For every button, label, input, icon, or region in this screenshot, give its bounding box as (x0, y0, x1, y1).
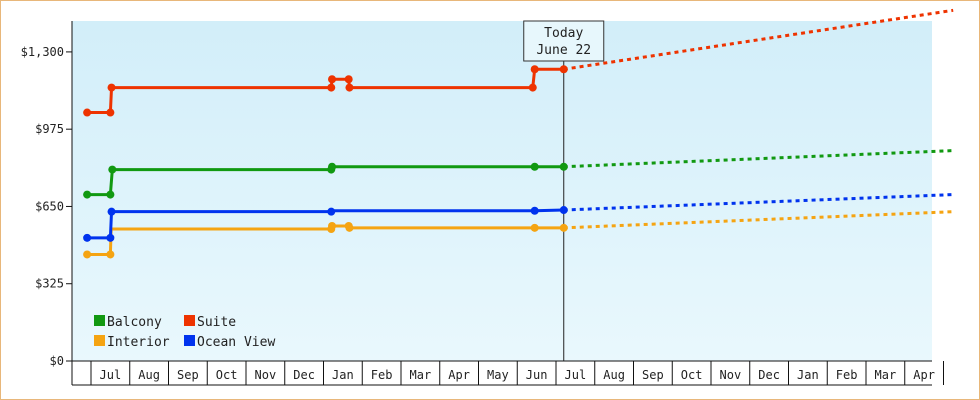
data-point-ocean-view (83, 233, 92, 242)
data-point-suite (83, 108, 92, 117)
x-tick-label: Jun (526, 368, 548, 382)
x-tick-label: Sep (642, 368, 664, 382)
legend: Balcony Suite Interior Ocean View (94, 315, 275, 350)
x-tick-label: Sep (177, 368, 199, 382)
data-point-suite (530, 65, 539, 74)
x-tick-label: Nov (255, 368, 277, 382)
data-point-interior (559, 223, 568, 232)
legend-label-balcony: Balcony (107, 315, 162, 330)
x-tick-label: Jul (565, 368, 587, 382)
data-point-interior (328, 221, 337, 230)
forecast-line-suite (563, 8, 954, 71)
legend-label-suite: Suite (197, 315, 236, 330)
y-tick-label: $0 (50, 354, 64, 368)
forecast-line-interior (563, 210, 954, 230)
data-point-ocean-view (530, 206, 539, 215)
data-point-ocean-view (327, 207, 336, 216)
legend-swatch-ocean-view (184, 335, 195, 346)
series-suite (83, 8, 954, 117)
today-label: Today (544, 26, 583, 41)
x-tick-label: Nov (720, 368, 742, 382)
y-tick-label: $1,300 (21, 45, 64, 59)
x-tick-label: Jan (797, 368, 819, 382)
x-axis: Jul Aug Sep Oct Nov Dec Jan Feb Mar Apr May Jun Jul A… (71, 360, 944, 386)
data-point-suite (528, 83, 537, 92)
legend-swatch-suite (184, 315, 195, 326)
data-point-ocean-view (107, 207, 116, 216)
x-tick-label: Dec (758, 368, 780, 382)
legend-swatch-balcony (94, 315, 105, 326)
data-point-balcony (328, 162, 337, 171)
x-tick-label: Aug (138, 368, 160, 382)
data-point-balcony (559, 162, 568, 171)
x-tick-label: Apr (448, 368, 470, 382)
x-tick-label: Mar (875, 368, 897, 382)
x-tick-label: Aug (603, 368, 625, 382)
data-point-interior (106, 250, 115, 259)
x-tick-label: May (487, 368, 509, 382)
series-line-suite (87, 67, 564, 115)
data-point-suite (327, 83, 336, 92)
x-tick-label: Apr (913, 368, 935, 382)
x-tick-label: Dec (293, 368, 315, 382)
y-tick-label: $975 (35, 122, 64, 136)
data-point-balcony (106, 190, 115, 199)
x-tick-label: Feb (836, 368, 858, 382)
data-point-ocean-view (106, 233, 115, 242)
y-tick-label: $325 (35, 277, 64, 291)
x-tick-label: Jan (332, 368, 354, 382)
forecast-line-balcony (563, 149, 954, 169)
series-interior (83, 210, 954, 259)
data-point-balcony (83, 190, 92, 199)
data-point-ocean-view (559, 206, 568, 215)
x-tick-label: Jul (100, 368, 122, 382)
series-ocean-view (83, 193, 954, 242)
x-tick-label: Mar (410, 368, 432, 382)
series-balcony (83, 149, 954, 199)
data-point-balcony (530, 162, 539, 171)
data-point-suite (344, 75, 353, 84)
today-box (523, 20, 605, 62)
x-tick-label: Feb (371, 368, 393, 382)
data-point-suite (106, 108, 115, 117)
x-tick-label: Oct (681, 368, 703, 382)
data-point-balcony (108, 165, 117, 174)
series-group (83, 8, 954, 259)
data-point-interior (530, 223, 539, 232)
plot-area (72, 21, 932, 361)
data-point-suite (345, 83, 354, 92)
legend-label-interior: Interior (107, 335, 170, 350)
x-tick-label: Oct (216, 368, 238, 382)
legend-label-ocean-view: Ocean View (197, 335, 275, 350)
today-date: June 22 (536, 43, 591, 58)
data-point-suite (107, 83, 116, 92)
y-axis: $0 $325 $650 $975 $1,300 (21, 21, 73, 385)
data-point-suite (328, 75, 337, 84)
y-tick-label: $650 (35, 199, 64, 213)
data-point-interior (345, 223, 354, 232)
data-point-interior (83, 250, 92, 259)
data-point-suite (559, 65, 568, 74)
forecast-line-ocean-view (563, 193, 954, 212)
legend-swatch-interior (94, 335, 105, 346)
